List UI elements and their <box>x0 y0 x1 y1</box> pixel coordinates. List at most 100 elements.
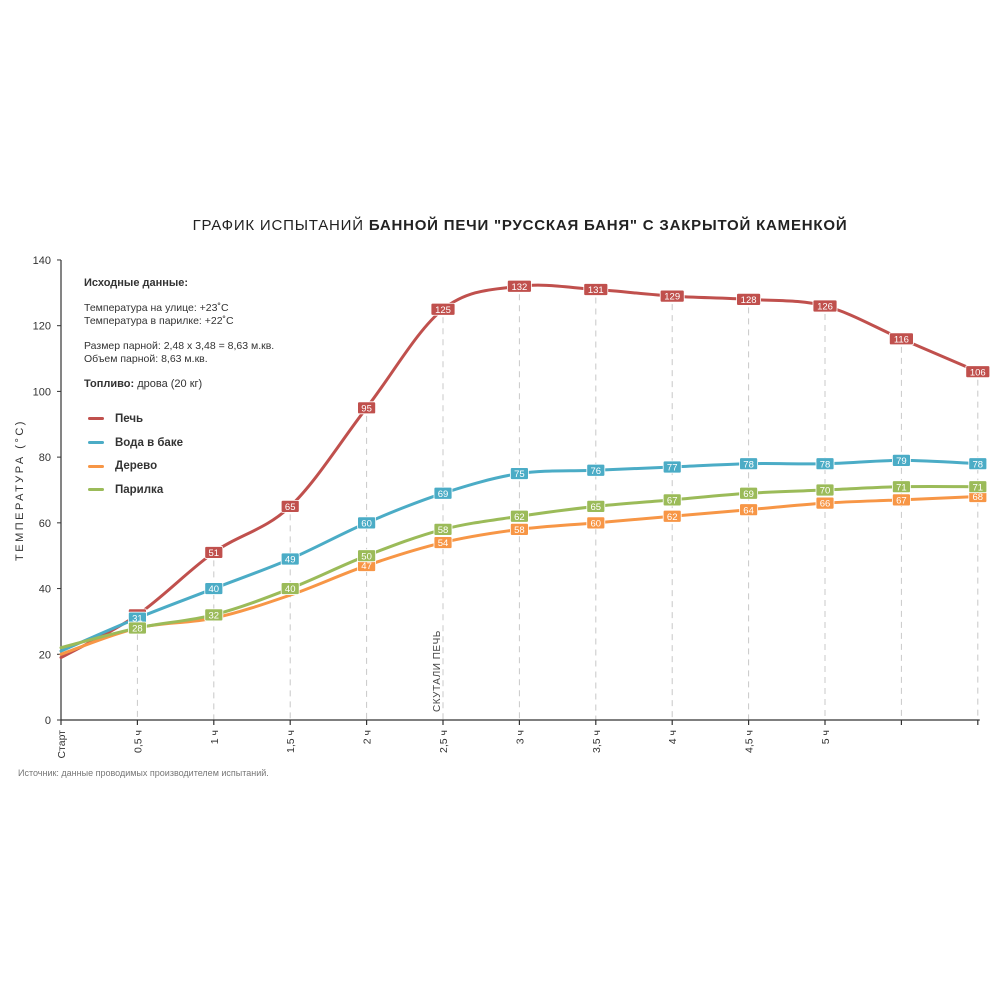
data-label-2-8: 62 <box>662 509 682 523</box>
data-label-text-0-4: 95 <box>361 403 372 414</box>
data-label-1-12: 78 <box>968 457 988 470</box>
data-label-box-0-6 <box>506 279 532 293</box>
data-label-text-1-8: 77 <box>667 463 678 474</box>
data-label-text-3-5: 58 <box>438 525 449 536</box>
data-label-text-3-7: 65 <box>591 502 602 513</box>
y-tick-label-100: 100 <box>33 386 51 398</box>
data-label-0-4: 95 <box>357 401 377 415</box>
x-tick-label-3: 1,5 ч <box>285 730 297 753</box>
data-label-box-1-2 <box>204 582 224 595</box>
y-tick-label-80: 80 <box>39 452 51 464</box>
data-label-0-6: 132 <box>506 279 532 293</box>
legend-label-2: Дерево <box>115 460 158 473</box>
legend-swatch-0 <box>88 417 104 421</box>
data-label-box-2-11 <box>892 493 911 507</box>
annotation-label: СКУТАЛИ ПЕЧЬ <box>432 630 443 712</box>
data-label-box-1-5 <box>433 486 453 500</box>
legend-label-3: Парилка <box>115 483 164 496</box>
data-label-text-2-7: 60 <box>591 518 602 529</box>
info-header: Исходные данные: <box>84 277 189 289</box>
chart-title-bold: БАННОЙ ПЕЧИ "РУССКАЯ БАНЯ" С ЗАКРЫТОЙ КА… <box>368 217 848 234</box>
data-label-box-0-5 <box>430 302 456 316</box>
data-label-3-12: 71 <box>968 480 988 493</box>
data-label-text-3-12: 71 <box>973 482 984 493</box>
data-label-1-9: 78 <box>739 457 758 471</box>
data-label-text-2-5: 54 <box>438 538 449 549</box>
data-label-box-0-8 <box>659 289 685 303</box>
data-label-text-3-6: 62 <box>514 512 525 523</box>
data-label-text-0-6: 132 <box>511 282 527 293</box>
data-label-3-1: 28 <box>127 621 147 635</box>
info-box: Исходные данные: Температура на улице: +… <box>84 277 344 391</box>
data-label-3-3: 40 <box>280 582 300 595</box>
data-label-box-3-7 <box>586 500 606 513</box>
data-label-box-1-8 <box>662 460 682 474</box>
data-label-0-10: 126 <box>812 299 838 313</box>
y-tick-label-40: 40 <box>39 584 51 596</box>
data-label-text-2-9: 64 <box>743 505 754 516</box>
data-label-0-8: 129 <box>659 289 685 303</box>
data-label-1-10: 78 <box>815 457 835 470</box>
data-label-1-6: 75 <box>509 467 529 480</box>
legend-item-2: Дерево <box>88 454 183 478</box>
x-tick-label-1: 0,5 ч <box>132 730 144 753</box>
data-label-box-1-9 <box>739 457 758 471</box>
data-label-text-3-1: 28 <box>132 624 143 635</box>
data-label-box-2-7 <box>586 516 606 530</box>
data-label-text-3-4: 50 <box>361 551 372 562</box>
data-label-2-11: 67 <box>892 493 911 507</box>
data-label-box-2-5 <box>433 536 453 549</box>
data-label-box-3-4 <box>357 549 377 563</box>
legend-swatch-2 <box>88 464 104 468</box>
data-label-text-2-8: 62 <box>667 512 678 523</box>
data-label-2-6: 58 <box>509 523 529 536</box>
data-label-1-11: 79 <box>892 454 911 467</box>
data-label-box-3-5 <box>433 523 453 536</box>
chart-title: ГРАФИК ИСПЫТАНИЙ БАННОЙ ПЕЧИ "РУССКАЯ БА… <box>0 217 1000 234</box>
data-label-text-3-2: 32 <box>209 610 220 621</box>
data-label-box-0-9 <box>736 292 761 306</box>
data-label-box-3-10 <box>815 483 835 497</box>
x-tick-label-4: 2 ч <box>362 730 374 744</box>
data-label-box-0-2 <box>204 546 224 559</box>
data-label-text-1-11: 79 <box>896 456 907 467</box>
y-tick-label-0: 0 <box>45 715 51 727</box>
data-label-3-6: 62 <box>509 509 529 523</box>
data-label-text-0-9: 128 <box>741 295 757 306</box>
data-label-box-3-8 <box>662 493 682 507</box>
data-label-text-0-2: 51 <box>209 548 220 559</box>
data-label-0-9: 128 <box>736 292 761 306</box>
data-label-text-2-6: 58 <box>514 525 525 536</box>
data-label-1-5: 69 <box>433 486 453 500</box>
data-label-1-8: 77 <box>662 460 682 474</box>
data-label-3-4: 50 <box>357 549 377 563</box>
data-label-box-2-10 <box>815 496 835 510</box>
data-label-text-1-5: 69 <box>438 489 449 500</box>
legend-label-1: Вода в баке <box>115 436 183 449</box>
data-label-text-3-9: 69 <box>743 489 754 500</box>
data-label-text-1-10: 78 <box>820 459 831 470</box>
x-tick-label-0: Старт <box>56 730 68 759</box>
info-fuel-value: дрова (20 кг) <box>134 378 203 390</box>
data-label-1-7: 76 <box>586 463 606 477</box>
data-label-box-0-4 <box>357 401 377 415</box>
data-label-3-5: 58 <box>433 523 453 536</box>
data-label-text-0-5: 125 <box>435 305 451 316</box>
legend-label-0: Печь <box>115 412 144 425</box>
data-label-text-3-10: 70 <box>820 486 831 497</box>
data-label-3-9: 69 <box>739 486 758 500</box>
data-label-box-1-4 <box>357 516 377 530</box>
info-outdoor-temp: Температура на улице: +23˚С <box>84 302 229 314</box>
data-label-3-8: 67 <box>662 493 682 507</box>
data-label-1-4: 60 <box>357 516 377 530</box>
data-label-text-1-7: 76 <box>591 466 602 477</box>
data-label-box-2-9 <box>739 503 758 517</box>
data-label-0-3: 65 <box>280 500 300 513</box>
x-tick-label-10: 5 ч <box>820 730 832 744</box>
legend-swatch-3 <box>88 488 104 492</box>
data-label-box-1-6 <box>509 467 529 480</box>
x-tick-label-6: 3 ч <box>514 730 526 744</box>
data-label-box-1-3 <box>280 552 300 566</box>
data-label-2-5: 54 <box>433 536 453 549</box>
